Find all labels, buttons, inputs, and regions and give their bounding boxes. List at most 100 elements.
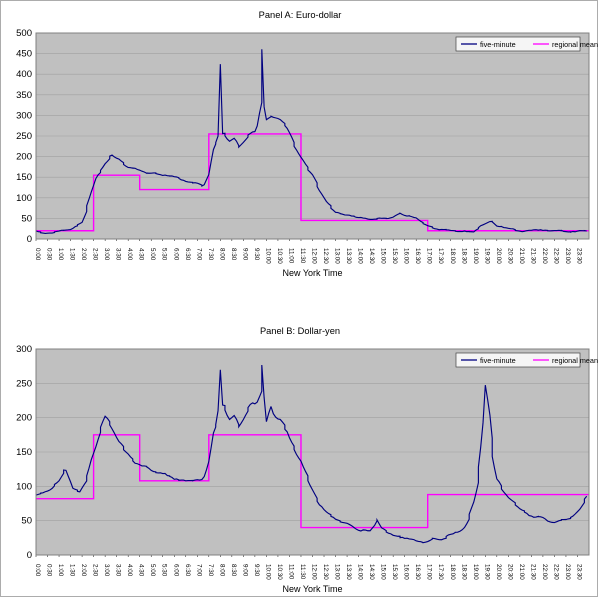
svg-text:15:00: 15:00 [380, 564, 387, 580]
svg-text:300: 300 [16, 344, 32, 355]
svg-text:8:00: 8:00 [218, 248, 225, 261]
svg-text:21:00: 21:00 [518, 248, 525, 264]
svg-text:16:30: 16:30 [414, 564, 421, 580]
svg-text:9:30: 9:30 [253, 248, 260, 261]
svg-text:11:00: 11:00 [287, 564, 294, 580]
svg-text:6:30: 6:30 [184, 248, 191, 261]
svg-text:2:30: 2:30 [92, 248, 99, 261]
svg-text:14:30: 14:30 [368, 564, 375, 580]
svg-text:3:30: 3:30 [115, 564, 122, 577]
svg-text:10:30: 10:30 [276, 248, 283, 264]
svg-text:13:00: 13:00 [334, 248, 341, 264]
svg-text:0:00: 0:00 [34, 564, 41, 577]
svg-text:23:30: 23:30 [575, 248, 582, 264]
svg-text:regional mean: regional mean [552, 40, 598, 49]
svg-text:11:30: 11:30 [299, 248, 306, 264]
svg-text:7:00: 7:00 [195, 248, 202, 261]
svg-text:7:30: 7:30 [207, 564, 214, 577]
svg-text:12:30: 12:30 [322, 564, 329, 580]
svg-text:2:30: 2:30 [92, 564, 99, 577]
svg-text:22:00: 22:00 [541, 248, 548, 264]
svg-text:9:00: 9:00 [241, 564, 248, 577]
svg-text:22:30: 22:30 [552, 248, 559, 264]
svg-text:23:30: 23:30 [575, 564, 582, 580]
svg-text:20:00: 20:00 [495, 248, 502, 264]
svg-text:100: 100 [16, 481, 32, 492]
svg-text:five-minute: five-minute [480, 356, 516, 365]
svg-text:250: 250 [16, 378, 32, 389]
svg-text:150: 150 [16, 172, 32, 183]
svg-text:500: 500 [16, 28, 32, 39]
svg-text:16:00: 16:00 [403, 564, 410, 580]
svg-text:19:00: 19:00 [472, 248, 479, 264]
svg-text:5:00: 5:00 [149, 248, 156, 261]
svg-text:19:00: 19:00 [472, 564, 479, 580]
svg-text:2:00: 2:00 [80, 564, 87, 577]
svg-text:12:30: 12:30 [322, 248, 329, 264]
svg-text:9:00: 9:00 [241, 248, 248, 261]
svg-text:19:30: 19:30 [483, 564, 490, 580]
svg-text:10:00: 10:00 [264, 248, 271, 264]
svg-text:3:00: 3:00 [103, 564, 110, 577]
svg-text:50: 50 [21, 213, 32, 224]
svg-text:10:00: 10:00 [264, 564, 271, 580]
svg-text:19:30: 19:30 [483, 248, 490, 264]
svg-text:12:00: 12:00 [311, 248, 318, 264]
svg-text:21:30: 21:30 [529, 564, 536, 580]
svg-text:350: 350 [16, 90, 32, 101]
svg-text:6:30: 6:30 [184, 564, 191, 577]
svg-text:7:30: 7:30 [207, 248, 214, 261]
svg-text:20:00: 20:00 [495, 564, 502, 580]
svg-text:13:30: 13:30 [345, 564, 352, 580]
svg-text:6:00: 6:00 [172, 564, 179, 577]
svg-text:3:00: 3:00 [103, 248, 110, 261]
svg-text:13:00: 13:00 [334, 564, 341, 580]
svg-text:6:00: 6:00 [172, 248, 179, 261]
svg-text:12:00: 12:00 [311, 564, 318, 580]
svg-text:16:00: 16:00 [403, 248, 410, 264]
svg-text:17:00: 17:00 [426, 248, 433, 264]
svg-text:7:00: 7:00 [195, 564, 202, 577]
svg-text:4:00: 4:00 [126, 248, 133, 261]
svg-text:250: 250 [16, 131, 32, 142]
svg-text:14:00: 14:00 [357, 248, 364, 264]
svg-text:16:30: 16:30 [414, 248, 421, 264]
svg-text:1:00: 1:00 [57, 248, 64, 261]
svg-text:Panel B: Dollar-yen: Panel B: Dollar-yen [260, 326, 340, 336]
svg-text:5:30: 5:30 [161, 248, 168, 261]
svg-text:22:30: 22:30 [552, 564, 559, 580]
svg-text:Panel A: Euro-dollar: Panel A: Euro-dollar [259, 10, 342, 20]
svg-text:5:00: 5:00 [149, 564, 156, 577]
svg-text:15:30: 15:30 [391, 248, 398, 264]
svg-text:8:00: 8:00 [218, 564, 225, 577]
svg-text:New York Time: New York Time [282, 268, 342, 278]
svg-text:17:00: 17:00 [426, 564, 433, 580]
svg-text:10:30: 10:30 [276, 564, 283, 580]
svg-text:17:30: 17:30 [437, 248, 444, 264]
svg-text:1:00: 1:00 [57, 564, 64, 577]
svg-text:0: 0 [27, 234, 32, 245]
svg-text:300: 300 [16, 110, 32, 121]
svg-text:22:00: 22:00 [541, 564, 548, 580]
svg-text:4:00: 4:00 [126, 564, 133, 577]
svg-text:8:30: 8:30 [230, 564, 237, 577]
svg-text:3:30: 3:30 [115, 248, 122, 261]
svg-text:15:00: 15:00 [380, 248, 387, 264]
svg-text:23:00: 23:00 [564, 564, 571, 580]
svg-text:150: 150 [16, 447, 32, 458]
svg-text:13:30: 13:30 [345, 248, 352, 264]
svg-text:five-minute: five-minute [480, 40, 516, 49]
svg-text:regional mean: regional mean [552, 356, 598, 365]
svg-text:21:30: 21:30 [529, 248, 536, 264]
svg-text:9:30: 9:30 [253, 564, 260, 577]
svg-text:14:00: 14:00 [357, 564, 364, 580]
svg-text:450: 450 [16, 49, 32, 60]
svg-text:0: 0 [27, 550, 32, 561]
svg-text:1:30: 1:30 [69, 248, 76, 261]
svg-text:0:30: 0:30 [46, 564, 53, 577]
svg-text:5:30: 5:30 [161, 564, 168, 577]
svg-text:200: 200 [16, 152, 32, 163]
svg-text:400: 400 [16, 69, 32, 80]
svg-text:0:00: 0:00 [34, 248, 41, 261]
svg-text:8:30: 8:30 [230, 248, 237, 261]
